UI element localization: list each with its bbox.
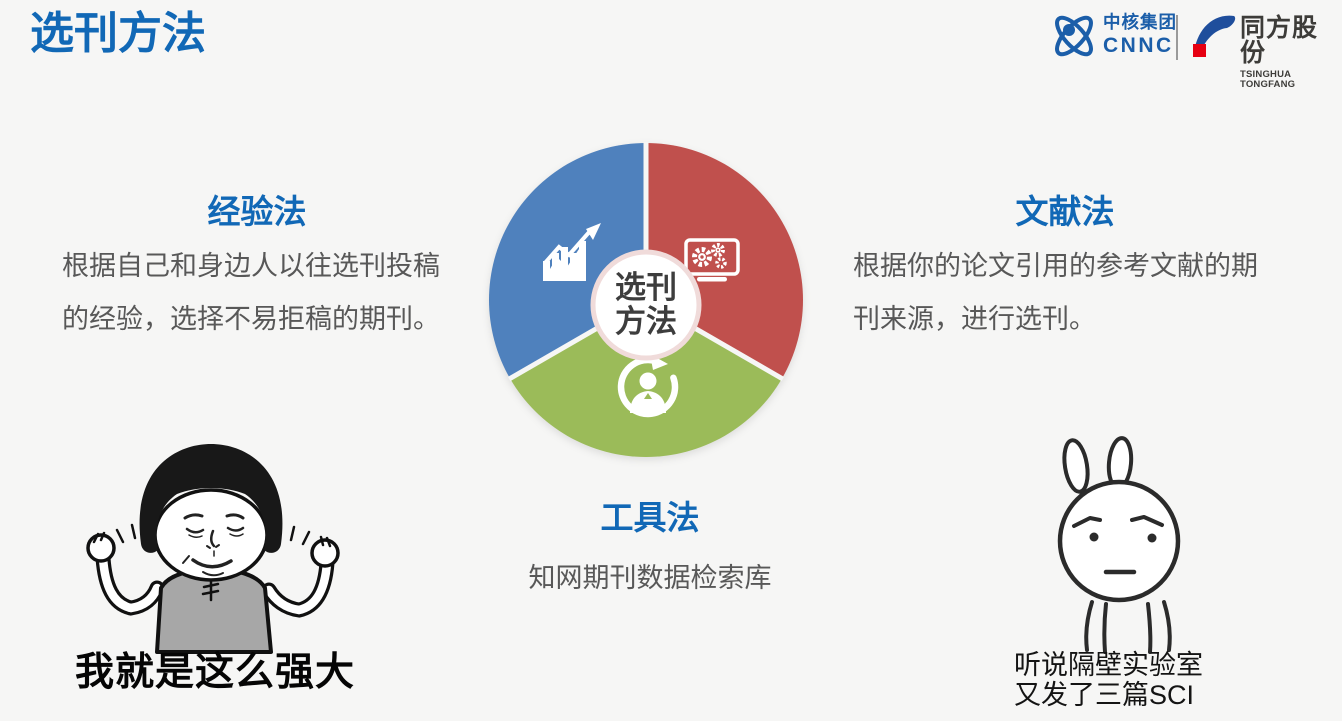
tongfang-name-en: TSINGHUA TONGFANG	[1240, 69, 1296, 90]
rabbit-left-ear	[1062, 438, 1090, 494]
pie-center-circle	[590, 249, 702, 361]
rabbit-illustration	[1057, 436, 1181, 654]
pie-overlay	[543, 223, 740, 418]
cnnc-logo: 中核集团 CNNC	[1103, 12, 1177, 57]
methods-pie-chart	[489, 142, 803, 457]
cnnc-name-en: CNNC	[1103, 33, 1174, 57]
logo-divider	[1176, 15, 1178, 60]
rabbit-legs	[1084, 600, 1172, 654]
muscle-man-vest	[155, 568, 273, 654]
method-title-literature: 文献法	[1015, 193, 1115, 230]
rabbit-face-features	[1072, 515, 1164, 575]
pie-center-label-line2: 方法	[615, 304, 677, 339]
cnnc-name-cn: 中核集团	[1103, 12, 1177, 32]
rabbit-right-eye	[1147, 533, 1157, 543]
muscle-man-right-arm	[261, 525, 340, 618]
pie-center-label: 选刊 方法	[584, 271, 708, 339]
atom-icon	[1055, 15, 1093, 57]
swoosh-icon	[1193, 15, 1236, 57]
method-title-tool: 工具法	[600, 499, 700, 536]
muscle-man-features	[182, 513, 245, 577]
tongfang-name-cn: 同方股份	[1240, 14, 1319, 67]
person-cycle-icon	[617, 354, 679, 418]
meme-caption-left: 我就是这么强大	[74, 651, 355, 694]
meme-caption-right: 听说隔壁实验室 又发了三篇SCI	[1014, 650, 1244, 710]
pie-center-label-line1: 选刊	[615, 270, 677, 305]
rabbit-head	[1057, 479, 1181, 603]
tongfang-logo: 同方股份 TSINGHUA TONGFANG	[1240, 16, 1342, 89]
meme-caption-right-line1: 听说隔壁实验室	[1014, 650, 1203, 680]
muscle-man-hair	[139, 444, 283, 553]
monitor-gears-icon	[684, 238, 740, 282]
method-desc-experience: 根据自己和身边人以往选刊投稿的经验，选择不易拒稿的期刊。	[62, 251, 440, 334]
rabbit-left-eye	[1089, 532, 1099, 542]
page-title: 选刊方法	[30, 9, 206, 58]
method-desc-tool: 知网期刊数据检索库	[528, 563, 772, 593]
growth-chart-icon	[543, 223, 601, 281]
method-desc-literature: 根据你的论文引用的参考文献的期刊来源，进行选刊。	[853, 251, 1258, 334]
meme-caption-right-line2: 又发了三篇SCI	[1014, 680, 1195, 710]
method-title-experience: 经验法	[207, 193, 307, 230]
muscle-man-left-arm	[86, 523, 165, 616]
muscle-man-illustration	[86, 444, 340, 654]
